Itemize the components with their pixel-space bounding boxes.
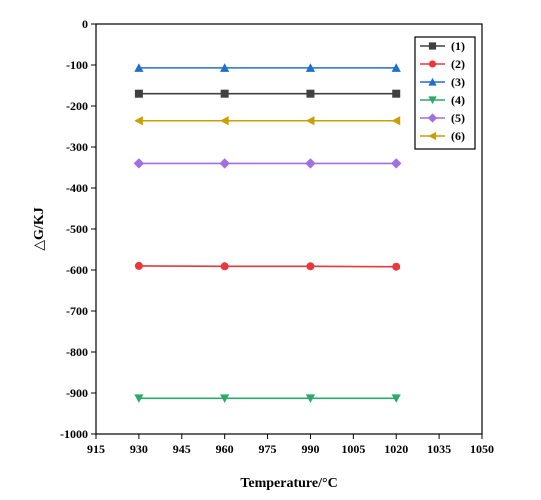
x-tick-label: 930 <box>130 442 148 456</box>
data-point <box>392 262 401 271</box>
data-point <box>391 394 401 403</box>
data-point <box>220 262 229 271</box>
series-1 <box>134 89 401 98</box>
x-tick-label: 1005 <box>341 442 365 456</box>
y-tick-label: -500 <box>66 222 88 236</box>
legend-marker <box>428 96 437 105</box>
data-point <box>306 89 315 98</box>
x-axis-title: Temperature/°C <box>240 476 337 491</box>
data-point <box>220 116 229 126</box>
axes: 915 930 945 960 975 990 1005 1020 1035 1050 0 -100 -… <box>60 17 494 456</box>
y-tick-label: 0 <box>82 17 88 31</box>
x-tick-label: 1035 <box>427 442 451 456</box>
y-tick-label: -600 <box>66 263 88 277</box>
legend-marker <box>428 131 437 141</box>
legend-item: (4) <box>420 93 465 107</box>
y-tick-label: -1000 <box>60 427 88 441</box>
y-tick-label: -300 <box>66 140 88 154</box>
series-5 <box>133 158 402 169</box>
y-tick-label: -200 <box>66 99 88 113</box>
x-tick-label: 1050 <box>470 442 494 456</box>
legend-label: (1) <box>451 39 465 53</box>
legend-box <box>414 36 476 150</box>
series-4 <box>134 394 401 403</box>
plot-area <box>133 63 402 403</box>
y-tick-label: -100 <box>66 58 88 72</box>
data-point <box>305 63 316 72</box>
x-tick-label: 1020 <box>384 442 408 456</box>
data-point <box>134 89 143 98</box>
legend-item: (2) <box>420 57 465 71</box>
data-point <box>134 116 143 126</box>
legend-item: (5) <box>420 111 465 125</box>
data-point <box>391 116 401 126</box>
data-point <box>220 89 229 98</box>
data-point <box>306 262 315 271</box>
legend-item: (6) <box>420 129 465 143</box>
data-point <box>305 158 316 169</box>
data-point <box>392 89 401 98</box>
legend-marker <box>428 42 437 50</box>
legend-label: (6) <box>451 129 465 143</box>
legend-label: (5) <box>451 111 465 125</box>
data-point <box>305 116 315 126</box>
series-line <box>138 265 397 268</box>
legend-item: (1) <box>420 39 465 53</box>
x-tick-label: 975 <box>259 442 277 456</box>
legend-marker <box>427 113 438 123</box>
legend-label: (4) <box>451 93 465 107</box>
legend: (1) (2) (3) (4) (5) (6) <box>414 36 476 150</box>
x-tick-label: 990 <box>301 442 319 456</box>
y-tick-label: -700 <box>66 304 88 318</box>
data-point <box>134 394 144 403</box>
x-tick-label: 960 <box>216 442 234 456</box>
series-6 <box>134 116 401 126</box>
y-tick-label: -900 <box>66 386 88 400</box>
y-axis-title: △G/KJ <box>32 207 47 250</box>
legend-marker <box>428 77 437 86</box>
y-tick-label: -400 <box>66 181 88 195</box>
legend-label: (3) <box>451 75 465 89</box>
legend-item: (3) <box>420 75 465 89</box>
y-tick-label: -800 <box>66 345 88 359</box>
series-2 <box>134 261 401 271</box>
series-3 <box>134 63 401 72</box>
data-point <box>133 158 145 169</box>
legend-marker <box>428 60 437 68</box>
data-point <box>134 63 144 72</box>
data-point <box>391 158 402 169</box>
x-tick-label: 915 <box>87 442 105 456</box>
x-tick-label: 945 <box>173 442 191 456</box>
data-point <box>220 394 230 403</box>
data-point <box>220 63 230 72</box>
data-point <box>305 394 316 403</box>
data-point <box>134 261 143 270</box>
data-point <box>391 63 401 72</box>
data-point <box>219 158 230 169</box>
legend-label: (2) <box>451 57 465 71</box>
